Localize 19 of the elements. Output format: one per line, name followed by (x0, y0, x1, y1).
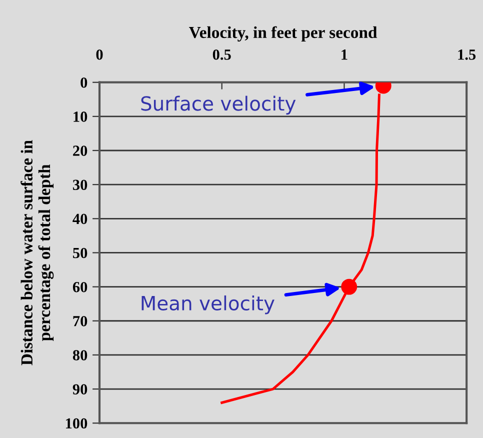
y-tick-label: 90 (72, 384, 88, 394)
y-tick-label: 80 (72, 350, 88, 360)
y-tick-label: 30 (72, 180, 88, 190)
y-tick-label: 70 (73, 316, 88, 326)
x-tick-label: 0 (96, 49, 103, 60)
y-tick-label: 10 (74, 112, 88, 122)
x-axis-title: Velocity, in feet per second (189, 26, 378, 42)
y-tick-label: 100 (66, 418, 88, 429)
y-tick-label: 40 (72, 214, 88, 224)
y-axis-title: Distance below water surface in percentage of total depth (20, 140, 54, 366)
annotation: Mean velocity (142, 295, 274, 314)
x-tick-label: 0.5 (212, 49, 231, 60)
y-tick-label: 50 (73, 248, 88, 258)
y-tick-label: 60 (72, 282, 88, 292)
x-tick-label: 1.5 (458, 50, 476, 60)
y-tick-label: 20 (73, 146, 88, 156)
y-tick-label: 0 (80, 77, 88, 88)
x-tick-label: 1 (342, 50, 348, 60)
annotation: Surface velocity (141, 96, 296, 115)
